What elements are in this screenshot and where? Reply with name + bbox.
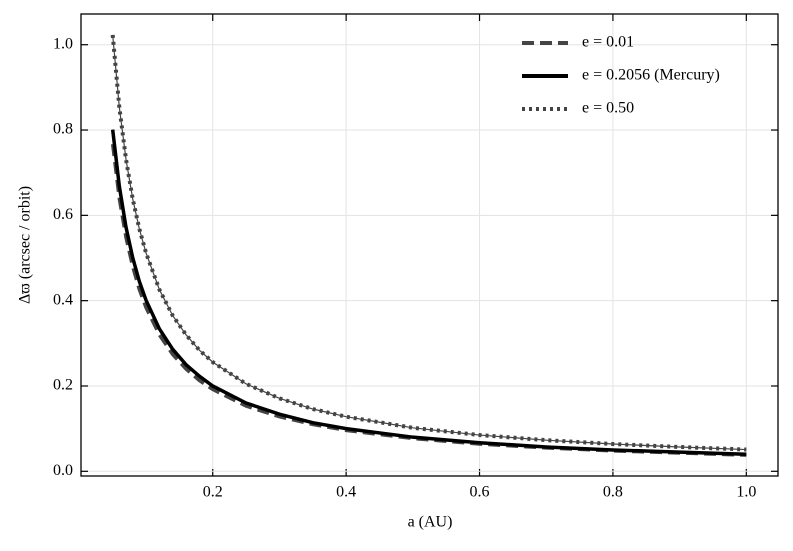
x-tick-label: 0.8 bbox=[603, 484, 623, 501]
y-tick-label: 0.8 bbox=[53, 121, 73, 138]
y-tick-label: 1.0 bbox=[53, 35, 73, 52]
series-line bbox=[110, 129, 747, 456]
legend-label: e = 0.01 bbox=[582, 34, 634, 51]
x-tick-label: 0.6 bbox=[470, 484, 490, 501]
y-axis-label: Δϖ (arcsec / orbit) bbox=[17, 186, 34, 304]
y-tick-label: 0.0 bbox=[53, 462, 73, 479]
series-line-thin bbox=[112, 34, 747, 451]
x-axis-label: a (AU) bbox=[408, 514, 453, 531]
y-tick-label: 0.2 bbox=[53, 377, 73, 394]
y-tick-label: 0.4 bbox=[53, 291, 73, 308]
x-tick-label: 0.2 bbox=[203, 484, 223, 501]
series-line bbox=[110, 143, 747, 457]
plot-frame bbox=[80, 13, 779, 477]
series-line bbox=[110, 34, 747, 452]
x-tick-label: 1.0 bbox=[736, 484, 756, 501]
legend-label: e = 0.50 bbox=[582, 100, 634, 117]
legend-label: e = 0.2056 (Mercury) bbox=[582, 67, 720, 84]
y-tick-label: 0.6 bbox=[53, 206, 73, 223]
x-tick-label: 0.4 bbox=[336, 484, 356, 501]
